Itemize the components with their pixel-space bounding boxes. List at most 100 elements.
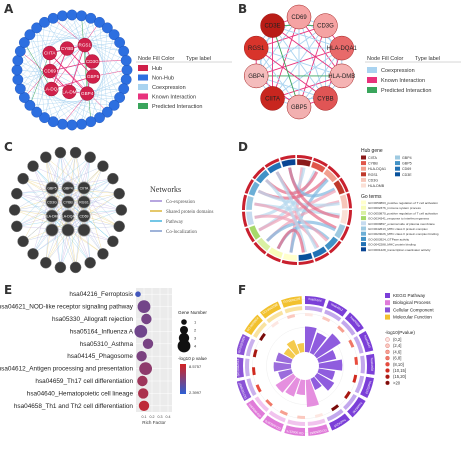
panel-a-hub-node [85, 54, 100, 69]
panel-f-pvalue-label: (4,6] [393, 349, 401, 354]
panel-c-edge [83, 215, 104, 254]
panel-d-segment [255, 169, 270, 184]
panel-a-edge [51, 22, 100, 90]
panel-d-hub-label: CD3E [402, 173, 412, 177]
panel-f-inner-bar [285, 377, 301, 397]
panel-c-outer-node [40, 257, 52, 269]
panel-f-pvalue-tile [352, 374, 358, 383]
panel-c-outer-node [84, 151, 96, 163]
panel-f-mid-band [254, 396, 270, 412]
panel-d-outer-band [339, 177, 349, 193]
panel-d-chords [254, 167, 340, 253]
panel-a-nonhub-node [12, 74, 24, 85]
panel-f-category-band [262, 415, 284, 432]
panel-c-edge [60, 152, 85, 189]
panel-a-nonhub-node [31, 22, 43, 34]
panel-c-outer-node [113, 187, 125, 200]
panel-f-term-label: hsa05330 [351, 401, 363, 414]
panel-d-segment [310, 161, 326, 173]
panel-c-edge [67, 178, 114, 231]
panel-e-pathway-label: hsa04659_Th17 cell differentiation [35, 378, 133, 385]
panel-f-term-label: GO:0023026 [237, 336, 246, 354]
panel-f-pvalue-tile [259, 332, 266, 341]
panel-a-edge [49, 61, 93, 72]
panel-c-edge [14, 201, 69, 211]
panel-f-inner-bar [286, 339, 300, 356]
panel-d-outer-band [328, 240, 342, 254]
panel-a-nonhub-node [101, 106, 113, 118]
panel-e-bubble [137, 375, 148, 387]
panel-f-legend-label: Cellular Component [393, 307, 434, 312]
panel-f-inner-bar [275, 352, 293, 364]
panel-d-hub-label: GBP5 [402, 162, 412, 166]
panel-f-category-band [366, 353, 375, 375]
panel-f-term-label: GO:0002376 [286, 429, 304, 436]
panel-d-hub-swatch [361, 161, 366, 166]
panel-a-nonhub-node [57, 10, 68, 22]
panel-f-term-label: hsa04658 [370, 358, 374, 372]
panel-a-edge [84, 45, 92, 122]
panel-b-node [286, 94, 312, 120]
panel-e-pathway-label: hsa04145_Phagosome [67, 353, 133, 360]
panel-c-edge [45, 215, 85, 263]
panel-f-category-band [237, 334, 250, 356]
panel-d-go-swatch [361, 200, 366, 205]
panel-c-outer-node [54, 146, 67, 159]
panel-f-pvalue-tile [297, 415, 305, 419]
panel-d-hub-label: RGS1 [368, 173, 378, 177]
panel-f-pvalue-tile [265, 399, 273, 407]
panel-e-bubble [142, 338, 154, 349]
panel-f-pvalue-label: (8,10] [393, 362, 404, 367]
panel-f-category-band [284, 425, 305, 436]
panel-c-edge [67, 229, 104, 254]
panel-f-inner-bar [317, 350, 337, 363]
panel-d-go-swatch [361, 205, 366, 210]
panel-c-outer-node [8, 204, 21, 216]
panel-f-term-label: GO:0001228 [283, 297, 301, 304]
panel-a-edge [71, 76, 94, 126]
panel-c-edge [67, 193, 120, 231]
panel-b-node-label: CYBB [317, 96, 333, 102]
panel-a-edge [24, 42, 52, 90]
panel-c-edge [32, 229, 69, 254]
panel-e-bubble [135, 291, 141, 297]
panel-c-outer-node [115, 204, 128, 216]
panel-d-hub-swatch [361, 172, 366, 177]
panel-c-edge [51, 215, 91, 263]
panel-d-segment [248, 225, 261, 241]
panel-a-edge [81, 15, 88, 94]
panel-d-segment [245, 195, 254, 211]
panel-f-legend-label: Molecular Function [393, 315, 432, 320]
panel-c-outer-node [107, 235, 119, 248]
panel-c-center-label: HLA-DQA1 [59, 215, 77, 219]
panel-c-outer-node [11, 187, 23, 200]
panel-c-outer-node [69, 146, 82, 159]
panel-d-segment [312, 246, 328, 259]
panel-a-nonhub-node [47, 12, 59, 24]
panel-f-inner-bar [305, 326, 317, 353]
panel-a-edge [49, 52, 88, 94]
panel-d-segment [334, 223, 346, 239]
panel-b-node-label: GBP4 [248, 74, 265, 80]
panel-a-hub-label: GBP5 [87, 74, 100, 79]
panel-c-legend-label: Shared protein domains [166, 210, 214, 215]
panel-c-outer-node [54, 261, 67, 274]
panel-b-edge [255, 47, 326, 99]
panel-a-nonhub-node [31, 106, 43, 118]
panel-f-pvalue-label: (10,15] [393, 368, 406, 373]
panel-b-node [329, 63, 355, 89]
panel-a-nonhub-node [101, 22, 113, 34]
panel-f-pvalue-tile [255, 384, 262, 393]
panel-c-outer-node [40, 151, 52, 163]
panel-f-pvalue-tile [286, 314, 296, 320]
panel-d-hub-label: CIITA [368, 156, 378, 160]
panel-f-mid-band [245, 338, 256, 357]
panel-a-nonhub-node [24, 29, 36, 41]
panel-a-nonhub-node [57, 118, 68, 130]
panel-a-edge [62, 15, 93, 62]
panel-d-outer-band [298, 259, 314, 265]
panel-f-category-band [237, 379, 252, 401]
panel-c-edge [16, 201, 69, 227]
panel-d-segment [248, 181, 260, 197]
